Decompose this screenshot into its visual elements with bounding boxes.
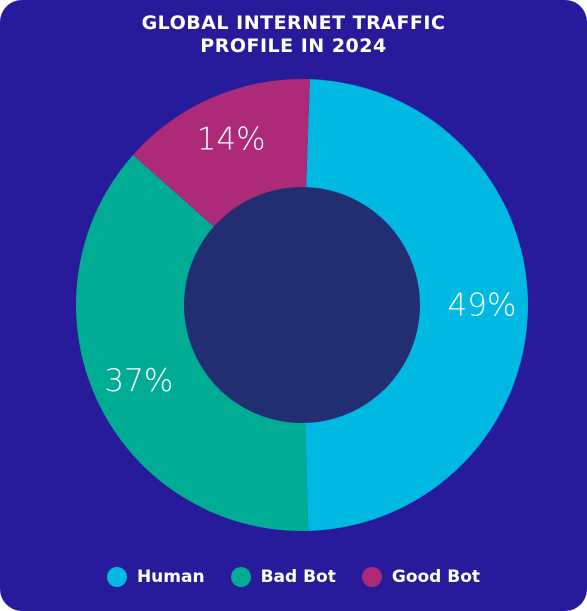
chart-legend: Human Bad Bot Good Bot xyxy=(0,567,587,587)
legend-swatch-human xyxy=(106,567,127,587)
donut-center xyxy=(184,187,420,423)
legend-label-human: Human xyxy=(136,567,205,587)
slice-label-human: 49% xyxy=(448,288,517,324)
legend-swatch-bad-bot xyxy=(230,567,251,587)
legend-item-human: Human xyxy=(106,567,205,587)
legend-item-good-bot: Good Bot xyxy=(361,567,481,587)
slice-label-bad-bot: 37% xyxy=(104,363,173,399)
legend-label-good-bot: Good Bot xyxy=(391,567,481,587)
chart-title-line-2: PROFILE IN 2024 xyxy=(200,35,387,57)
slice-label-good-bot: 14% xyxy=(197,122,266,158)
legend-swatch-good-bot xyxy=(361,567,382,587)
legend-item-bad-bot: Bad Bot xyxy=(230,567,336,587)
chart-title-line-1: GLOBAL INTERNET TRAFFIC xyxy=(141,12,446,34)
slice-labels: 49% 37% 14% xyxy=(104,122,516,400)
legend-label-bad-bot: Bad Bot xyxy=(260,567,336,587)
chart-title: GLOBAL INTERNET TRAFFIC PROFILE IN 2024 xyxy=(0,12,587,58)
